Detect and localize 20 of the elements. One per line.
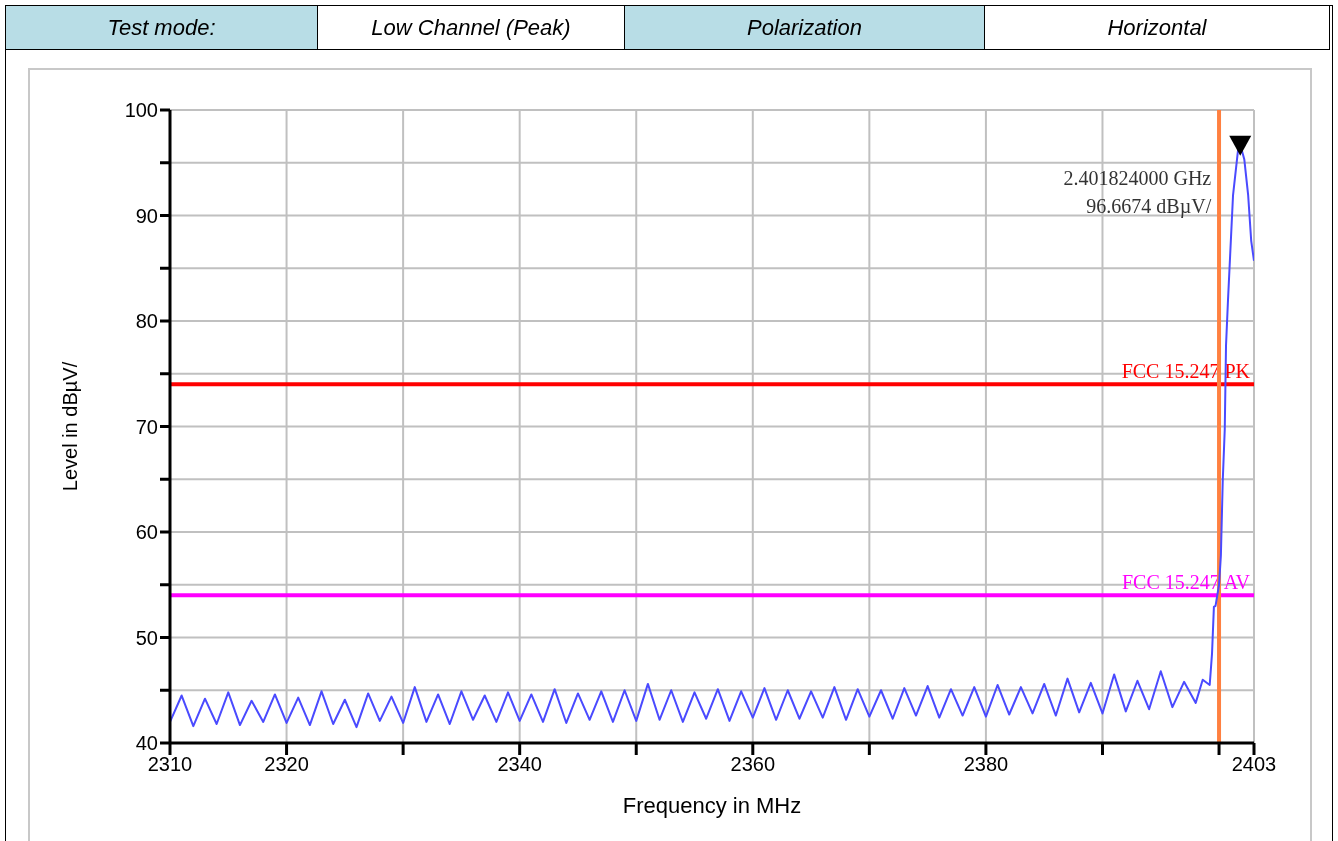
- y-tick-label: 40: [135, 732, 158, 755]
- x-tick-label: 2320: [264, 753, 309, 776]
- x-axis-title: Frequency in MHz: [622, 793, 802, 818]
- x-tick-label: 2310: [147, 753, 193, 776]
- text: Test mode:: [5, 5, 318, 50]
- y-tick-label: 50: [135, 626, 158, 649]
- x-tick-label: 2340: [497, 753, 542, 776]
- y-tick-label: 100: [124, 99, 158, 122]
- y-tick-label: 60: [135, 521, 158, 544]
- text: Horizontal: [984, 5, 1330, 50]
- y-tick-label: 90: [135, 204, 158, 227]
- annotation: 2.401824000 GHz 96.6674 dBµV/: [1063, 166, 1212, 218]
- y-tick-label: 80: [135, 310, 158, 333]
- text: Low Channel (Peak): [317, 5, 625, 50]
- x-tick-label: 2360: [730, 753, 776, 776]
- y-axis-title: Level in dBµV/: [59, 361, 82, 492]
- text: Polarization: [624, 5, 985, 50]
- x-tick-label: 2380: [963, 753, 1009, 776]
- y-tick-label: 70: [135, 415, 158, 438]
- x-tick-label: 2403: [1231, 753, 1277, 776]
